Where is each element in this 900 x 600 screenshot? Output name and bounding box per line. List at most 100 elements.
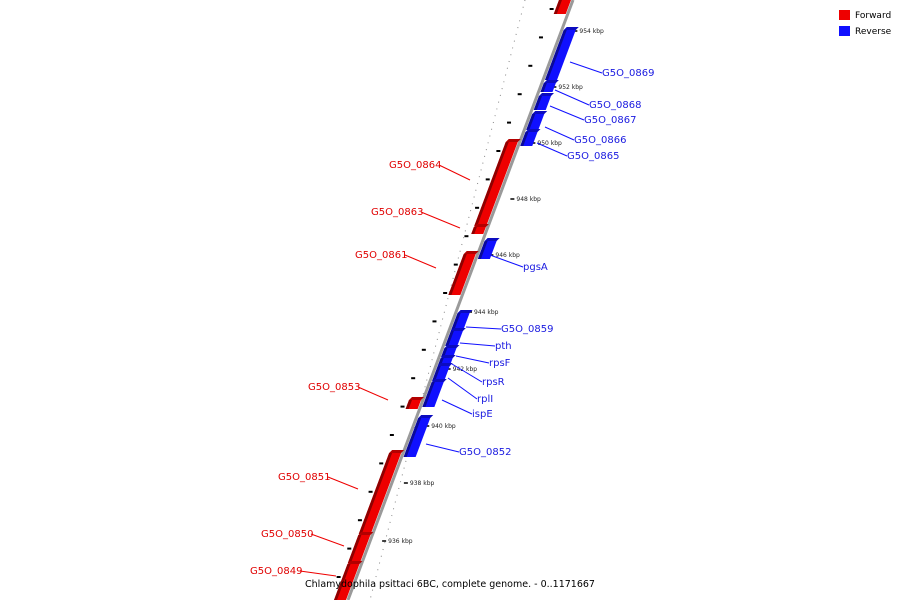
forward-gene-edge (471, 227, 477, 234)
reverse-gene-edge (441, 348, 448, 357)
reverse-leader-line (441, 399, 473, 415)
reverse-gene-edge (450, 313, 461, 331)
forward-gene-edge (347, 535, 362, 563)
reverse-gene-cap (525, 129, 541, 132)
forward-gene-edge (405, 400, 412, 409)
reverse-gene-cap (440, 355, 456, 358)
forward-leader-line (299, 570, 337, 577)
reverse-gene-edge (445, 331, 454, 346)
label-leader-lines (299, 61, 603, 577)
forward-leader-line (420, 211, 461, 229)
forward-gene-label: G5O_0864 (389, 160, 441, 171)
gene-labels: G5O_0864 G5O_0863 G5O_0861 G5O_0853 G5O_0851… (250, 68, 654, 577)
forward-gene-edge (358, 453, 393, 534)
reverse-gene-cap (418, 415, 434, 418)
reverse-gene-label: G5O_0866 (574, 135, 626, 146)
forward-gene-cap (473, 224, 489, 227)
reverse-gene-cap (450, 328, 466, 331)
scale-tick-label: 940 kbp (431, 423, 456, 430)
reverse-gene-edge (533, 96, 542, 110)
reverse-leader-line (569, 61, 603, 74)
reverse-gene-cap (457, 310, 473, 313)
gene-features (334, 0, 579, 600)
scale-tick-label: 952 kbp (558, 84, 583, 91)
map-caption: Chlamydophila psittaci 6BC, complete gen… (305, 579, 595, 590)
scale-tick-label: 946 kbp (495, 252, 520, 259)
forward-leader-line (327, 476, 359, 490)
scale-guide-line (369, 0, 526, 600)
reverse-gene-label: pth (495, 341, 512, 352)
reverse-gene-label: G5O_0869 (602, 68, 654, 79)
reverse-gene-label: rpsR (482, 377, 505, 388)
forward-leader-line (404, 254, 437, 269)
reverse-leader-line (451, 363, 483, 383)
reverse-gene-cap (543, 80, 559, 83)
legend-forward-swatch (839, 10, 850, 20)
reverse-leader-line (489, 254, 524, 268)
forward-leader-line (357, 386, 389, 401)
forward-gene-label: G5O_0849 (250, 566, 302, 577)
reverse-gene-edge (540, 83, 547, 92)
forward-gene-cap (505, 139, 521, 142)
reverse-gene-label: G5O_0867 (584, 115, 636, 126)
forward-leader-line (310, 533, 345, 547)
legend: Forward Reverse (839, 10, 892, 37)
forward-gene-edge (474, 142, 509, 226)
reverse-gene-label: ispE (472, 409, 493, 420)
reverse-gene-cap (563, 27, 579, 30)
forward-gene-cap (463, 251, 479, 254)
forward-gene-cap (409, 397, 424, 400)
reverse-gene-edge (403, 418, 422, 457)
scale-tick-label: 954 kbp (579, 28, 604, 35)
reverse-leader-line (455, 355, 490, 364)
reverse-gene-cap (431, 379, 447, 382)
scale-tick-labels: 954 kbp 952 kbp 950 kbp 948 kbp 946 kbp 944 k… (388, 28, 604, 545)
reverse-leader-line (536, 142, 568, 157)
legend-reverse-label: Reverse (855, 27, 892, 37)
reverse-gene-cap (437, 363, 453, 366)
reverse-gene-label: pgsA (523, 262, 548, 273)
forward-gene-label: G5O_0850 (261, 529, 313, 540)
forward-gene-cap (358, 532, 374, 535)
legend-reverse-swatch (839, 26, 850, 36)
reverse-gene-cap (484, 238, 500, 241)
forward-gene-edge (334, 564, 351, 600)
forward-gene-edge (553, 0, 562, 14)
reverse-gene-cap (532, 111, 548, 114)
reverse-gene-label: G5O_0865 (567, 151, 619, 162)
forward-gene-cap (347, 561, 363, 564)
reverse-gene-edge (520, 132, 529, 146)
scale-tick-label: 944 kbp (474, 309, 499, 316)
reverse-gene-label: G5O_0868 (589, 100, 641, 111)
reverse-gene-label: rpsF (489, 358, 511, 369)
scale-tick-label: 936 kbp (388, 538, 413, 545)
reverse-gene-edge (437, 358, 444, 366)
reverse-gene-label: G5O_0852 (459, 447, 511, 458)
reverse-leader-line (549, 105, 585, 121)
reverse-gene-edge (422, 382, 435, 407)
reverse-gene-edge (477, 241, 488, 259)
reverse-leader-line (544, 126, 575, 141)
scale-tick-label: 942 kbp (453, 366, 478, 373)
genome-backbone (346, 0, 575, 600)
reverse-leader-line (459, 342, 496, 347)
reverse-leader-line (465, 326, 502, 330)
forward-gene-label: G5O_0851 (278, 472, 330, 483)
reverse-gene-label: G5O_0859 (501, 324, 553, 335)
forward-leader-line (438, 164, 471, 181)
forward-gene-label: G5O_0863 (371, 207, 423, 218)
forward-gene-cap (389, 450, 405, 453)
reverse-gene-edge (545, 30, 567, 80)
reverse-gene-cap (444, 345, 460, 348)
reverse-gene-label: rplI (477, 394, 493, 405)
forward-gene-edge (448, 254, 467, 295)
scale-tick-label: 948 kbp (516, 196, 541, 203)
reverse-leader-line (554, 89, 590, 106)
forward-gene-label: G5O_0861 (355, 250, 407, 261)
scale-ticks (336, 8, 578, 578)
reverse-leader-line (425, 443, 460, 453)
reverse-gene-edge (526, 114, 536, 130)
scale-tick-label: 950 kbp (537, 140, 562, 147)
reverse-gene-cap (539, 93, 554, 96)
